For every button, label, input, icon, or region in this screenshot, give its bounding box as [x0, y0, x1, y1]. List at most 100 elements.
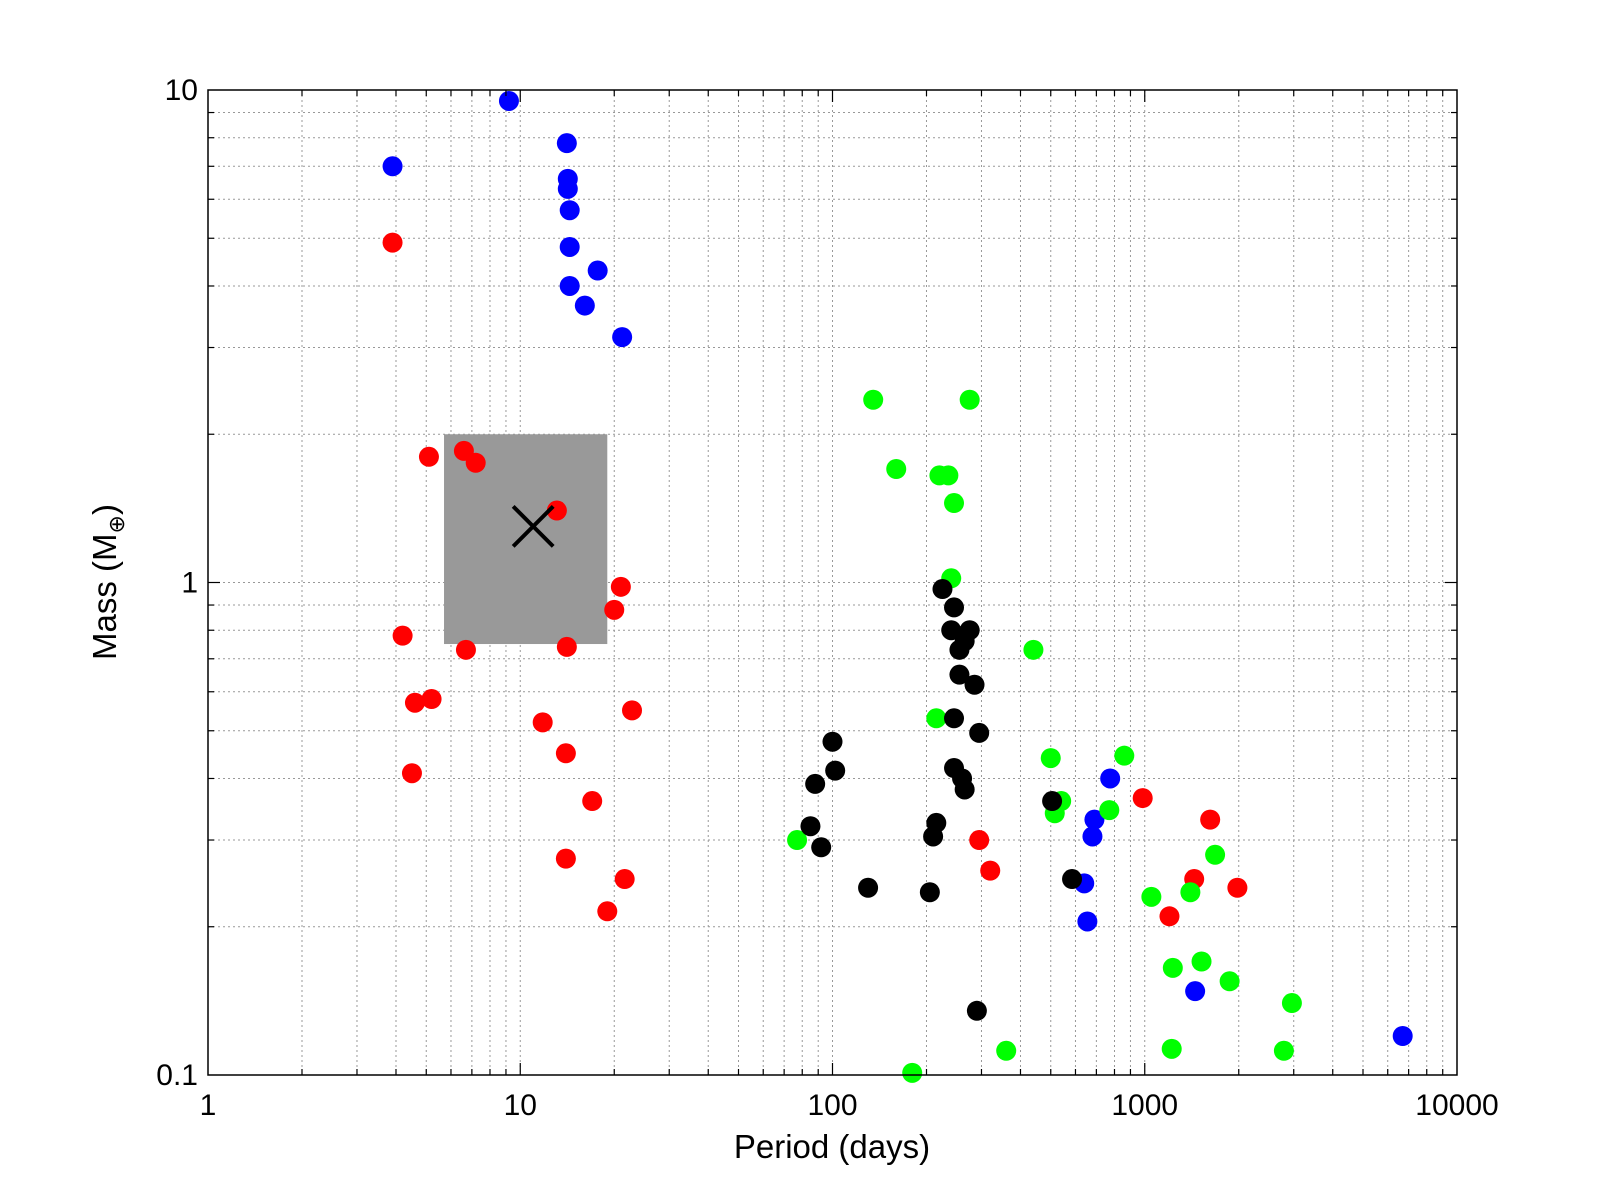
data-point: [805, 773, 826, 794]
x-tick-label: 10000: [1415, 1089, 1498, 1122]
data-point: [941, 620, 962, 641]
data-point: [938, 465, 959, 486]
data-point: [1191, 951, 1212, 972]
x-marker-stroke: [511, 504, 555, 548]
data-point: [811, 837, 832, 858]
data-point: [556, 133, 577, 154]
data-point: [622, 700, 643, 721]
y-tick-labels: 0.1 1 10: [156, 74, 198, 1092]
data-point: [1084, 809, 1105, 830]
data-point: [1040, 748, 1061, 769]
data-point: [582, 791, 603, 812]
data-point: [392, 625, 413, 646]
data-point: [949, 664, 970, 685]
data-point: [404, 692, 425, 713]
data-point: [1141, 886, 1162, 907]
data-point: [559, 236, 580, 257]
data-point: [1100, 768, 1121, 789]
data-point: [604, 599, 625, 620]
grid-lines: [208, 90, 1457, 1075]
data-point: [863, 389, 884, 410]
data-point: [557, 178, 578, 199]
data-point: [587, 260, 608, 281]
data-point: [954, 779, 975, 800]
data-point: [944, 708, 965, 729]
data-point: [1132, 788, 1153, 809]
data-point: [1200, 809, 1221, 830]
x-tick-label: 100: [807, 1089, 857, 1122]
data-point: [1227, 877, 1248, 898]
data-point: [959, 389, 980, 410]
data-point: [1180, 882, 1201, 903]
data-point: [1392, 1026, 1413, 1047]
x-marker-group: [511, 504, 555, 548]
data-point: [800, 816, 821, 837]
data-point: [966, 1000, 987, 1021]
data-point: [1062, 869, 1083, 890]
data-point: [455, 639, 476, 660]
data-point: [787, 830, 808, 851]
data-point: [1281, 993, 1302, 1014]
data-point: [1273, 1040, 1294, 1061]
y-axis-title-close: ): [86, 504, 123, 515]
data-point: [902, 1062, 923, 1083]
data-point: [597, 901, 618, 922]
data-point: [969, 722, 990, 743]
data-point: [418, 446, 439, 467]
x-tick-label: 1000: [1111, 1089, 1178, 1122]
data-points: [382, 90, 1413, 1083]
y-tick-label: 10: [165, 74, 198, 107]
x-axis-title: Period (days): [734, 1128, 930, 1165]
data-point: [498, 90, 519, 111]
axis-ticks: [208, 90, 1457, 1075]
data-point: [465, 452, 486, 473]
data-point: [1161, 1038, 1182, 1059]
data-point: [926, 708, 947, 729]
data-point: [1162, 957, 1183, 978]
data-point: [555, 743, 576, 764]
data-point: [532, 712, 553, 733]
data-point: [559, 275, 580, 296]
data-point: [944, 493, 965, 514]
data-point: [980, 860, 1001, 881]
data-point: [614, 869, 635, 890]
data-point: [1205, 844, 1226, 865]
data-point: [964, 674, 985, 695]
y-axis-title-subscript: ⊕: [104, 515, 129, 533]
data-point: [574, 295, 595, 316]
data-point: [1023, 639, 1044, 660]
data-point: [858, 877, 879, 898]
data-point: [919, 882, 940, 903]
data-point: [382, 156, 403, 177]
data-point: [923, 826, 944, 847]
data-point: [944, 597, 965, 618]
data-point: [1042, 791, 1063, 812]
data-point: [556, 636, 577, 657]
x-tick-labels: 1 10 100 1000 10000: [200, 1089, 1499, 1122]
data-point: [825, 760, 846, 781]
data-point: [949, 639, 970, 660]
data-point: [996, 1040, 1017, 1061]
data-point: [382, 232, 403, 253]
data-point: [932, 579, 953, 600]
data-point: [612, 327, 633, 348]
y-axis-title-main: Mass (M: [86, 533, 123, 660]
data-point: [822, 731, 843, 752]
x-tick-label: 10: [504, 1089, 537, 1122]
x-tick-label: 1: [200, 1089, 217, 1122]
data-point: [401, 763, 422, 784]
data-point: [1077, 911, 1098, 932]
y-tick-label: 1: [181, 567, 198, 600]
data-point: [421, 689, 442, 710]
data-point: [1159, 906, 1180, 927]
data-point: [1114, 745, 1135, 766]
data-point: [1099, 800, 1120, 821]
data-point: [969, 830, 990, 851]
data-point: [1082, 826, 1103, 847]
data-point: [555, 848, 576, 869]
data-point: [559, 200, 580, 221]
y-tick-label: 0.1: [156, 1059, 198, 1092]
data-point: [1219, 971, 1240, 992]
data-point: [1185, 981, 1206, 1002]
